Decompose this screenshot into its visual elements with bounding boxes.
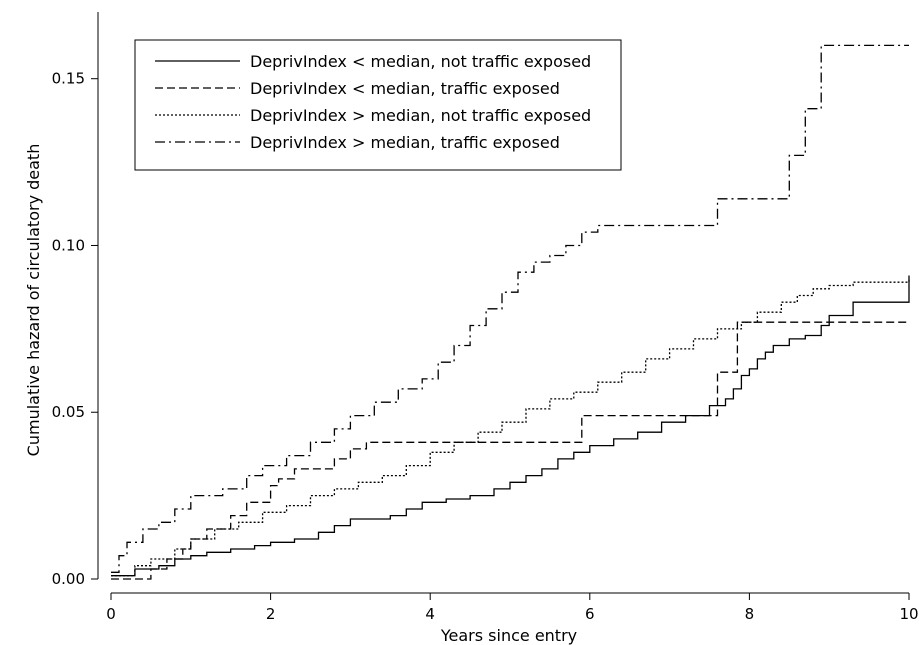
series-line-1 — [111, 275, 910, 577]
series-line-2 — [111, 321, 909, 580]
y-tick-label: 0.05 — [52, 403, 85, 421]
x-ticks: 0 2 4 6 8 10 — [106, 593, 919, 623]
x-tick-label: 4 — [425, 605, 435, 623]
axes — [97, 12, 909, 594]
x-tick-label: 10 — [899, 605, 918, 623]
y-tick-label: 0.10 — [52, 236, 85, 254]
x-tick-label: 2 — [266, 605, 276, 623]
series-line-3 — [111, 278, 910, 577]
x-tick-label: 0 — [106, 605, 116, 623]
legend-label-1: DeprivIndex < median, not traffic expose… — [250, 52, 591, 71]
legend-label-4: DeprivIndex > median, traffic exposed — [250, 133, 560, 152]
x-tick-label: 6 — [585, 605, 595, 623]
legend-label-3: DeprivIndex > median, not traffic expose… — [250, 106, 591, 125]
legend-box — [134, 39, 622, 171]
y-tick-label: 0.00 — [52, 570, 85, 588]
series-line-4 — [111, 44, 909, 573]
legend-label-2: DeprivIndex < median, traffic exposed — [250, 79, 560, 98]
x-tick-label: 8 — [745, 605, 755, 623]
y-axis-title: Cumulative hazard of circulatory death — [24, 144, 43, 457]
x-axis-title: Years since entry — [440, 626, 577, 645]
y-ticks: 0.00 0.05 0.10 0.15 — [52, 70, 98, 588]
y-tick-label: 0.15 — [52, 70, 85, 88]
plot-lines — [111, 44, 910, 580]
legend: DeprivIndex < median, not traffic expose… — [134, 39, 622, 171]
